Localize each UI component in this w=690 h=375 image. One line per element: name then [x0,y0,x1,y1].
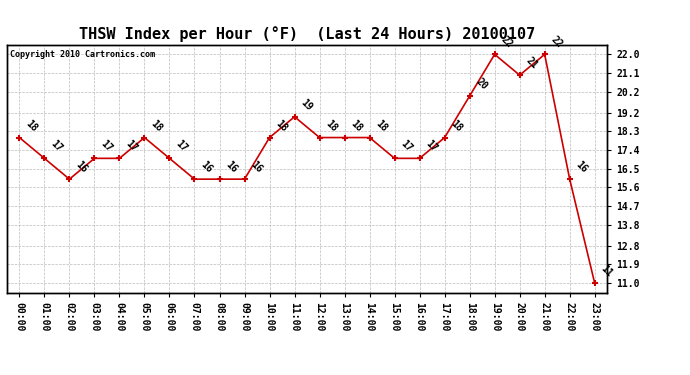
Text: 18: 18 [374,118,389,134]
Text: 11: 11 [599,264,614,279]
Text: 16: 16 [574,160,589,175]
Text: 16: 16 [74,160,89,175]
Text: 19: 19 [299,97,314,112]
Text: 18: 18 [274,118,289,134]
Text: 17: 17 [399,139,414,154]
Text: 17: 17 [124,139,139,154]
Text: 21: 21 [524,56,539,71]
Text: 17: 17 [48,139,64,154]
Text: 16: 16 [224,160,239,175]
Text: 22: 22 [549,35,564,50]
Title: THSW Index per Hour (°F)  (Last 24 Hours) 20100107: THSW Index per Hour (°F) (Last 24 Hours)… [79,27,535,42]
Text: 18: 18 [324,118,339,134]
Text: 16: 16 [248,160,264,175]
Text: 18: 18 [348,118,364,134]
Text: 16: 16 [199,160,214,175]
Text: 17: 17 [99,139,114,154]
Text: 17: 17 [424,139,439,154]
Text: 22: 22 [499,35,514,50]
Text: 18: 18 [23,118,39,134]
Text: Copyright 2010 Cartronics.com: Copyright 2010 Cartronics.com [10,50,155,59]
Text: 18: 18 [448,118,464,134]
Text: 20: 20 [474,76,489,92]
Text: 17: 17 [174,139,189,154]
Text: 18: 18 [148,118,164,134]
